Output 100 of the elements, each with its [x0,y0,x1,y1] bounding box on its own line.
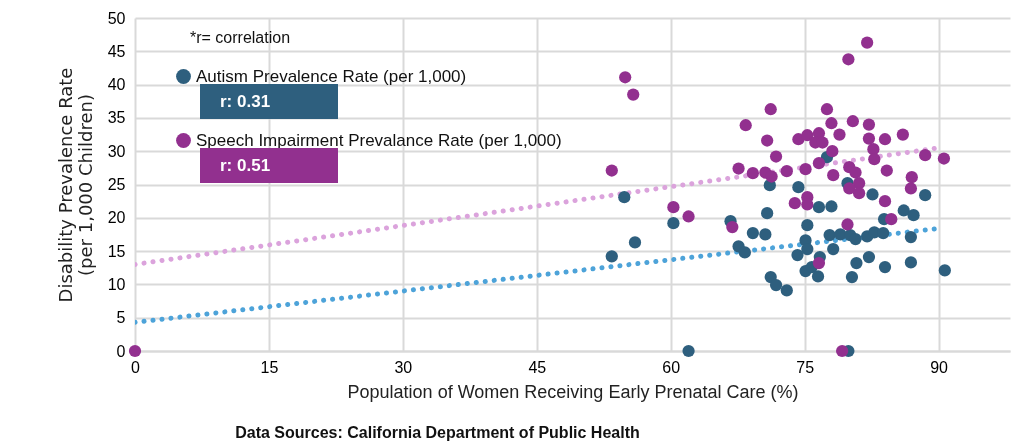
point [878,195,892,208]
point [764,103,777,116]
y-tick-label: 5 [116,309,126,327]
point [905,171,918,184]
point [812,157,826,170]
point [788,197,801,210]
point [878,133,892,146]
point [667,201,680,214]
y-axis-title: Disability Prevalence Rate (per 1,000 Children) [54,67,96,303]
point [812,256,826,270]
y-tick-label: 40 [107,76,126,94]
y-tick-label: 45 [107,42,126,60]
y-tick-label: 35 [107,109,126,127]
point [128,344,142,358]
point [801,242,814,256]
point [627,88,640,101]
y-tick-label: 10 [107,275,126,293]
point [904,182,918,195]
x-axis-title: Population of Women Receiving Early Prenatal Care (%) [347,381,799,402]
point [843,182,856,195]
point [792,181,805,194]
point [791,248,804,262]
point [682,344,695,358]
point [739,119,752,132]
point [732,162,745,175]
point [769,278,783,292]
point [825,200,838,213]
point [761,207,774,220]
point [605,164,618,177]
point [833,128,846,141]
text: Data Sources: California Department of Public Health [235,424,640,441]
point [682,210,695,223]
point [823,229,836,242]
point [761,134,774,147]
point [878,260,892,274]
point [861,36,874,49]
point [811,270,825,283]
x-tick-label: 60 [662,358,681,376]
point [619,71,632,84]
point [868,153,881,166]
point [746,227,759,240]
point [885,213,898,226]
point [825,117,838,130]
point [780,165,793,178]
annotation: *r= correlation [190,29,291,46]
point [780,284,793,297]
point [850,256,863,270]
y-tick-label: 50 [107,9,126,27]
point [842,53,855,66]
x-tick-label: 90 [930,358,949,376]
x-tick-label: 45 [528,358,547,376]
point [877,227,890,240]
point [907,209,920,222]
point [896,128,909,141]
point [904,256,918,269]
point [897,204,910,217]
legend-label: Speech Impairment Prevalance Rate (per 1,000) [196,130,562,150]
point [827,242,840,256]
point [919,149,932,162]
point [866,188,879,201]
x-tick-label: 15 [260,358,279,376]
x-tick-label: 75 [796,358,815,376]
point [841,218,854,231]
point [862,250,876,264]
point [937,152,951,165]
x-tick-label: 0 [131,358,141,376]
point [801,219,814,232]
point [880,164,893,177]
y-tick-label: 30 [107,142,126,160]
point [759,228,772,241]
point [904,231,918,244]
point [849,233,862,246]
y-tick-label: 25 [107,176,126,193]
point [605,250,618,263]
point [618,191,631,204]
point [820,103,834,116]
point [769,150,783,163]
point [862,132,876,145]
correlation-box: r: 0.51 [200,148,338,183]
point [667,217,680,230]
y-tick-label: 20 [107,209,126,227]
point [846,115,859,128]
point [826,145,839,158]
point [938,264,951,277]
point [628,236,642,249]
point [726,221,739,234]
point [845,270,859,284]
point [836,344,849,358]
point [862,118,876,131]
y-tick-label: 15 [107,242,126,260]
y-tick-label: 0 [116,342,126,360]
legend-label: Autism Prevalence Rate (per 1,000) [196,66,467,86]
point [801,129,814,142]
point [849,166,862,179]
point [812,201,826,214]
point [738,246,751,259]
point [852,187,866,200]
x-tick-label: 30 [394,358,413,376]
point [799,163,812,176]
point [919,189,932,202]
